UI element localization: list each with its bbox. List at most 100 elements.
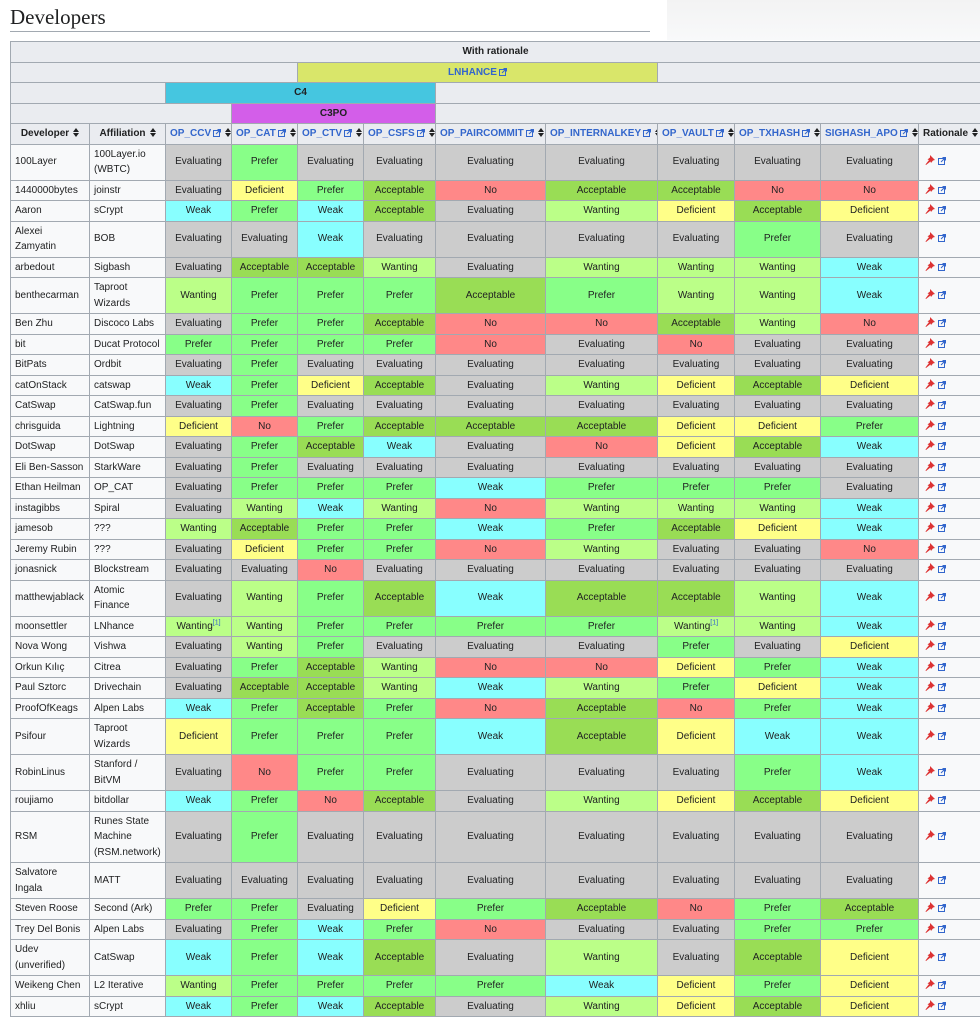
column-link[interactable]: OP_VAULT xyxy=(662,128,714,139)
column-header[interactable]: OP_CTV xyxy=(297,123,364,145)
pin-icon[interactable] xyxy=(924,183,936,194)
column-link[interactable]: SIGHASH_APO xyxy=(825,128,898,139)
pin-icon[interactable] xyxy=(924,542,936,553)
vote: Evaluating xyxy=(672,400,720,411)
pin-icon[interactable] xyxy=(924,978,936,989)
sort-icon[interactable] xyxy=(972,128,979,137)
pin-icon[interactable] xyxy=(924,154,936,166)
vote: Evaluating xyxy=(578,564,625,575)
vote: Acceptable xyxy=(752,441,803,452)
external-icon xyxy=(938,262,946,271)
pin-icon[interactable] xyxy=(924,873,936,884)
vote: Wanting xyxy=(759,592,796,604)
group-link[interactable]: LNHANCE xyxy=(448,66,497,78)
sort-icon[interactable] xyxy=(73,128,80,137)
column-header[interactable]: Affiliation xyxy=(89,123,166,145)
sort-icon[interactable] xyxy=(428,128,435,137)
sort-icon[interactable] xyxy=(149,128,156,137)
vote-cell: Evaluating xyxy=(545,354,658,376)
pin-icon[interactable] xyxy=(924,398,936,409)
table-row: CatSwap CatSwap.fun Evaluating Prefer Evalua… xyxy=(10,395,980,417)
vote-cell: Evaluating xyxy=(165,862,232,899)
column-link[interactable]: OP_CTV xyxy=(302,128,343,139)
pin-icon[interactable] xyxy=(924,829,936,840)
pin-icon[interactable] xyxy=(924,480,936,491)
vote-cell: Evaluating xyxy=(165,436,232,458)
vote-cell: Acceptable xyxy=(363,200,436,222)
vote: Weak xyxy=(856,592,883,604)
pin-icon[interactable] xyxy=(924,501,936,512)
pin-icon[interactable] xyxy=(924,521,936,532)
pin-icon[interactable] xyxy=(924,337,936,348)
column-link[interactable]: OP_CCV xyxy=(170,128,212,139)
vote-cell: Evaluating xyxy=(820,395,919,417)
vote: Acceptable xyxy=(844,903,895,914)
vote-cell: Deficient xyxy=(820,374,919,396)
pin-icon[interactable] xyxy=(924,950,936,961)
column-header[interactable]: Developer xyxy=(10,123,90,145)
vote-cell: No xyxy=(435,497,546,519)
column-headers: Developer Affiliation OP_CCV OP_CAT OP_CTV OP… xyxy=(10,123,980,145)
affiliation: Runes State Machine (RSM.network) xyxy=(89,810,166,863)
rationale-cell xyxy=(917,333,980,355)
sort-icon[interactable] xyxy=(289,128,296,137)
column-header[interactable]: OP_CCV xyxy=(165,123,232,145)
sort-icon[interactable] xyxy=(225,128,231,137)
column-header[interactable]: OP_CSFS xyxy=(363,123,436,145)
column-link[interactable]: OP_CAT xyxy=(236,128,276,139)
pin-icon[interactable] xyxy=(924,901,936,912)
pin-icon[interactable] xyxy=(924,439,936,450)
sort-icon[interactable] xyxy=(727,128,734,137)
pin-icon[interactable] xyxy=(924,660,936,671)
pin-icon[interactable] xyxy=(924,619,936,630)
column-header[interactable]: Rationale xyxy=(917,123,980,145)
pin-icon[interactable] xyxy=(924,999,936,1010)
pin-icon[interactable] xyxy=(924,729,936,740)
column-header[interactable]: SIGHASH_APO xyxy=(820,123,919,145)
pin-icon[interactable] xyxy=(924,460,936,471)
pin-icon[interactable] xyxy=(924,793,936,804)
pin-icon[interactable] xyxy=(924,680,936,691)
sort-icon[interactable] xyxy=(537,128,544,137)
pin-icon[interactable] xyxy=(924,357,936,368)
developer: Nova Wong xyxy=(10,636,90,658)
column-link[interactable]: OP_CSFS xyxy=(368,128,415,139)
vote-cell: Weak xyxy=(820,656,919,678)
pin-icon[interactable] xyxy=(924,316,936,327)
pin-icon[interactable] xyxy=(924,288,936,299)
vote-cell: Evaluating xyxy=(545,918,658,940)
vote: Deficient xyxy=(850,795,889,806)
sort-icon[interactable] xyxy=(814,128,820,137)
sort-icon[interactable] xyxy=(356,128,363,137)
pin-icon[interactable] xyxy=(924,562,936,573)
column-header[interactable]: OP_PAIRCOMMIT xyxy=(435,123,546,145)
column-link[interactable]: OP_TXHASH xyxy=(739,128,801,139)
footnote-ref[interactable]: [1] xyxy=(710,619,719,627)
column-header[interactable]: OP_VAULT xyxy=(657,123,735,145)
pin-icon[interactable] xyxy=(924,378,936,389)
pin-icon[interactable] xyxy=(924,203,936,214)
pin-icon[interactable] xyxy=(924,765,936,776)
pin-icon[interactable] xyxy=(924,260,936,271)
pin-icon[interactable] xyxy=(924,590,936,602)
column-header[interactable]: OP_INTERNALKEY xyxy=(545,123,658,145)
column-header[interactable]: OP_TXHASH xyxy=(734,123,821,145)
vote-cell: Weak xyxy=(734,718,821,755)
rationale-cell xyxy=(917,579,980,617)
pin-icon[interactable] xyxy=(924,419,936,430)
sort-icon[interactable] xyxy=(655,128,657,137)
vote: Prefer xyxy=(763,766,792,778)
pin-icon[interactable] xyxy=(924,701,936,712)
footnote-ref[interactable]: [1] xyxy=(212,619,221,627)
column-link[interactable]: OP_PAIRCOMMIT xyxy=(440,128,524,139)
column-link[interactable]: OP_INTERNALKEY xyxy=(550,128,642,139)
pin-icon[interactable] xyxy=(924,231,936,243)
pin-icon[interactable] xyxy=(924,639,936,650)
table-row: RSM Runes State Machine (RSM.network) Eval… xyxy=(10,810,980,863)
sort-icon[interactable] xyxy=(911,128,918,137)
column-header[interactable]: OP_CAT xyxy=(231,123,298,145)
vote-cell: Wanting[1] xyxy=(165,615,232,637)
vote-cell: Prefer xyxy=(297,754,364,791)
group-header[interactable]: LNHANCE xyxy=(297,61,658,83)
pin-icon[interactable] xyxy=(924,922,936,933)
